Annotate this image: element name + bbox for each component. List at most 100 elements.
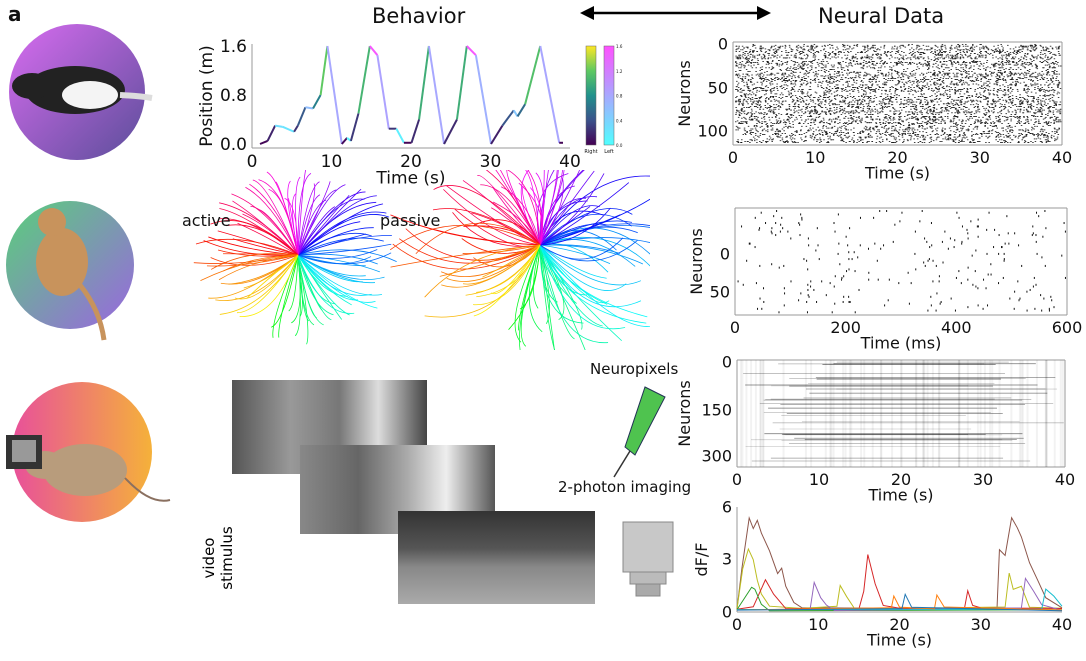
spike <box>780 98 782 99</box>
spike <box>1019 104 1022 106</box>
spike <box>991 50 994 52</box>
spike <box>1038 109 1041 111</box>
spike <box>758 105 761 106</box>
spike <box>996 74 999 76</box>
spike <box>1031 76 1033 78</box>
spike <box>936 118 939 120</box>
spike <box>997 75 999 77</box>
spike <box>1024 71 1026 73</box>
spike <box>1040 99 1042 101</box>
spike <box>878 86 880 88</box>
spike <box>955 116 957 117</box>
spike <box>983 68 985 70</box>
spike <box>914 54 916 56</box>
spike <box>1026 109 1028 111</box>
spike <box>982 84 985 86</box>
spike <box>1019 59 1022 61</box>
spike <box>900 87 902 88</box>
spike <box>1004 107 1007 108</box>
spike <box>869 87 871 88</box>
spike <box>1030 73 1033 75</box>
spike <box>748 52 751 53</box>
spike <box>881 126 884 128</box>
spike <box>822 98 824 100</box>
spike <box>791 88 794 89</box>
y-tick-label: 100 <box>697 122 728 141</box>
colorbar <box>585 45 597 146</box>
spike <box>814 106 817 107</box>
spike <box>756 107 759 108</box>
spike <box>892 97 895 98</box>
spike <box>837 62 840 64</box>
spike <box>852 87 855 88</box>
spike <box>1027 88 1029 89</box>
spike <box>905 119 908 121</box>
spike <box>1039 61 1041 62</box>
spike <box>790 97 792 98</box>
spike <box>744 96 747 97</box>
spike <box>833 103 835 105</box>
spike <box>825 80 828 81</box>
spike <box>829 105 831 106</box>
spike <box>876 54 879 56</box>
spike <box>1031 108 1033 110</box>
spike <box>1027 110 1029 112</box>
position-segment <box>312 94 322 109</box>
spike <box>1006 118 1009 120</box>
spike <box>822 125 824 127</box>
spike <box>879 122 881 124</box>
spike <box>869 98 872 99</box>
spike <box>1032 98 1035 99</box>
spike <box>985 56 987 58</box>
spike <box>908 129 911 131</box>
spike <box>959 101 961 103</box>
spike <box>845 98 847 99</box>
spike <box>922 58 925 60</box>
spike <box>802 69 804 70</box>
spike <box>834 53 836 55</box>
spike <box>778 63 781 65</box>
spike <box>1051 71 1053 72</box>
spike <box>964 114 967 115</box>
spike <box>770 92 773 94</box>
spike <box>790 70 793 71</box>
spike <box>909 52 912 53</box>
spike <box>987 127 989 129</box>
spike <box>1045 70 1048 71</box>
spike <box>962 62 964 63</box>
spike <box>896 89 899 90</box>
spike <box>863 111 866 113</box>
spike <box>893 114 896 115</box>
spike <box>884 89 886 91</box>
spike <box>877 111 879 113</box>
spike <box>972 44 974 46</box>
spike <box>836 46 838 48</box>
spike <box>1033 46 1035 48</box>
spike <box>828 96 831 97</box>
spike <box>1039 90 1041 92</box>
spike <box>885 121 887 123</box>
spike <box>738 51 741 52</box>
spike <box>844 122 846 124</box>
spike <box>834 118 837 120</box>
spike <box>943 57 946 59</box>
spike <box>785 80 788 81</box>
spike <box>893 78 895 79</box>
spike <box>738 98 740 100</box>
spike <box>779 107 782 108</box>
spike <box>1010 58 1013 60</box>
spike <box>998 53 1001 54</box>
spike <box>737 89 739 91</box>
spike <box>1015 98 1018 99</box>
spike <box>961 119 964 121</box>
spike <box>891 130 893 132</box>
spike <box>866 62 868 64</box>
spike <box>963 125 965 127</box>
spike <box>863 64 865 66</box>
spike <box>788 116 790 118</box>
spike <box>956 111 958 113</box>
spike <box>961 54 964 56</box>
spike <box>910 75 913 77</box>
spike <box>979 61 981 62</box>
spike <box>836 130 839 132</box>
